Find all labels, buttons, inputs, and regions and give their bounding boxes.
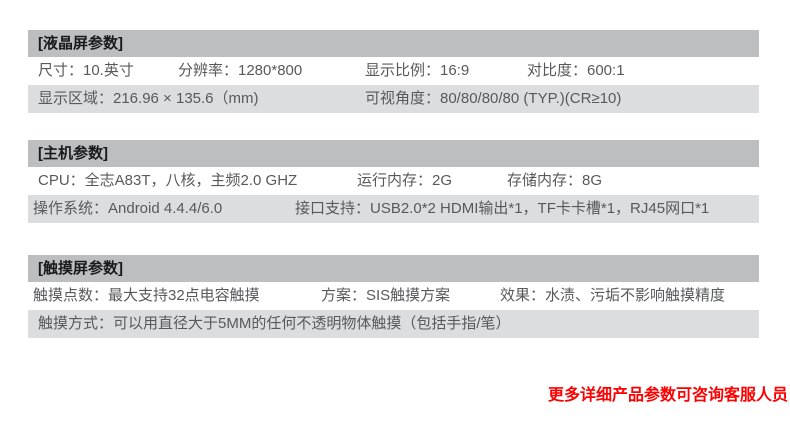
spec-touch-method: 触摸方式：可以用直径大于5MM的任何不透明物体触摸（包括手指/笔） (38, 315, 511, 332)
section-host-title: [主机参数] (28, 140, 759, 167)
section-host-params: [主机参数] CPU：全志A83T，八核，主频2.0 GHZ 运行内存：2G 存… (28, 140, 759, 223)
spec-storage: 存储内存：8G (507, 172, 603, 189)
touch-row-2: 触摸方式：可以用直径大于5MM的任何不透明物体触摸（包括手指/笔） (28, 310, 759, 338)
spec-viewing-angle: 可视角度：80/80/80/80 (TYP.)(CR≥10) (365, 90, 622, 107)
section-lcd-params: [液晶屏参数] 尺寸：10.英寸 分辨率：1280*800 显示比例：16:9 … (28, 30, 759, 113)
spec-touch-points: 触摸点数：最大支持32点电容触摸 (33, 287, 260, 304)
lcd-row-1: 尺寸：10.英寸 分辨率：1280*800 显示比例：16:9 对比度：600:… (28, 57, 759, 85)
section-title-text: [主机参数] (38, 145, 108, 162)
spec-ports: 接口支持：USB2.0*2 HDMI输出*1，TF卡卡槽*1，RJ45网口*1 (295, 200, 710, 217)
spec-touch-effect: 效果：水渍、污垢不影响触摸精度 (500, 287, 726, 304)
host-row-2: 操作系统：Android 4.4.4/6.0 接口支持：USB2.0*2 HDM… (28, 195, 759, 223)
section-title-text: [触摸屏参数] (38, 260, 123, 277)
lcd-row-2: 显示区域：216.96 × 135.6（mm) 可视角度：80/80/80/80… (28, 85, 759, 113)
spec-size: 尺寸：10.英寸 (38, 62, 134, 79)
spec-resolution: 分辨率：1280*800 (178, 62, 303, 79)
host-row-1: CPU：全志A83T，八核，主频2.0 GHZ 运行内存：2G 存储内存：8G (28, 167, 759, 195)
section-touch-title: [触摸屏参数] (28, 255, 759, 282)
touch-row-1: 触摸点数：最大支持32点电容触摸 方案：SIS触摸方案 效果：水渍、污垢不影响触… (28, 282, 759, 310)
section-lcd-title: [液晶屏参数] (28, 30, 759, 57)
spec-aspect-ratio: 显示比例：16:9 (365, 62, 470, 79)
spec-cpu: CPU：全志A83T，八核，主频2.0 GHZ (38, 172, 298, 189)
spec-display-area: 显示区域：216.96 × 135.6（mm) (38, 90, 259, 107)
spec-ram: 运行内存：2G (357, 172, 453, 189)
contact-service-note: 更多详细产品参数可咨询客服人员 (548, 387, 789, 404)
section-touch-params: [触摸屏参数] 触摸点数：最大支持32点电容触摸 方案：SIS触摸方案 效果：水… (28, 255, 759, 338)
spec-os: 操作系统：Android 4.4.4/6.0 (33, 200, 223, 217)
section-title-text: [液晶屏参数] (38, 35, 123, 52)
spec-contrast: 对比度：600:1 (527, 62, 625, 79)
spec-touch-solution: 方案：SIS触摸方案 (321, 287, 451, 304)
